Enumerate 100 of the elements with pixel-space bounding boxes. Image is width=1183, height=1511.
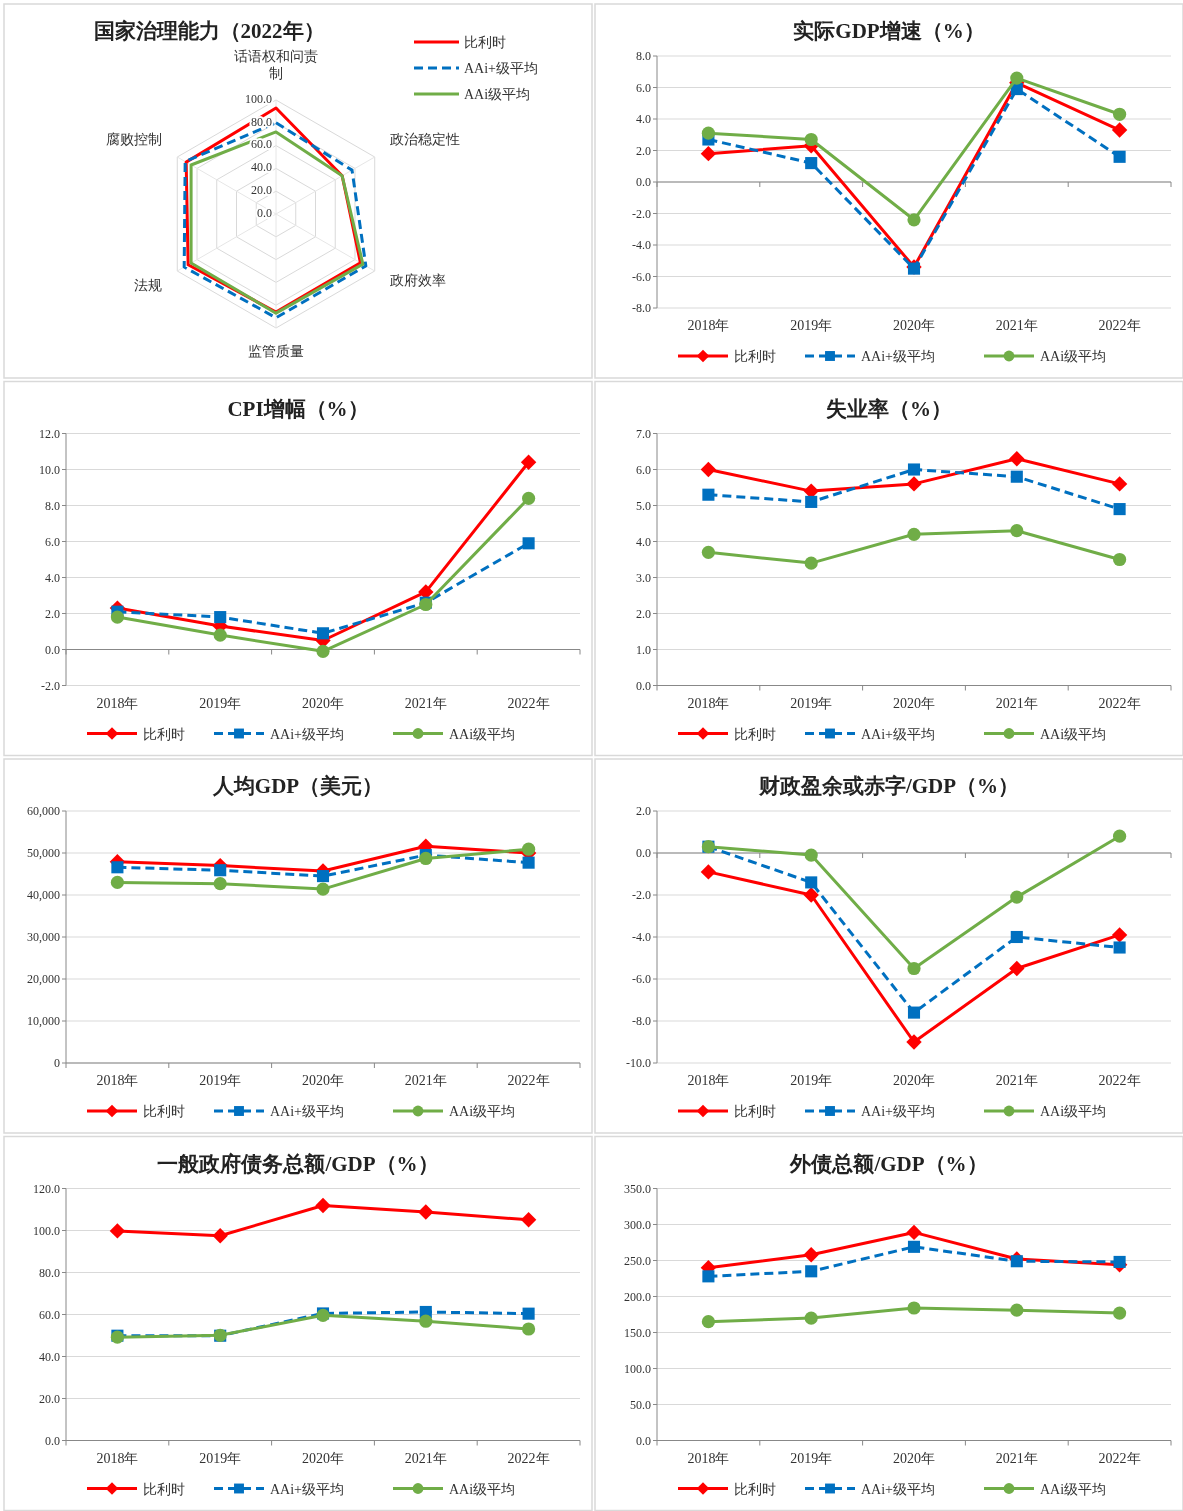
x-tick-label: 2019年 — [199, 695, 242, 711]
y-tick-label: 200.0 — [624, 1289, 651, 1304]
point — [701, 1315, 715, 1329]
legend-label: AAi+级平均 — [861, 1104, 936, 1119]
x-tick-label: 2020年 — [893, 695, 935, 711]
point — [702, 1270, 715, 1283]
x-tick-label: 2020年 — [893, 318, 935, 333]
point — [1010, 890, 1024, 904]
y-tick-label: 50.0 — [630, 1397, 651, 1412]
spoke-label: 话语权和问责制 — [234, 49, 318, 81]
point — [907, 527, 921, 541]
legend-label: 比利时 — [464, 35, 506, 50]
chart-title: 外债总额/GDP（%） — [789, 1151, 988, 1176]
point — [907, 1301, 921, 1315]
y-tick-label: 8.0 — [45, 498, 60, 513]
point — [702, 488, 715, 501]
x-tick-label: 2022年 — [1098, 318, 1141, 333]
y-tick-label: 3.0 — [636, 570, 651, 585]
x-tick-label: 2020年 — [302, 1450, 344, 1466]
point — [419, 1314, 433, 1328]
point — [804, 1311, 818, 1325]
legend-label: AAi级平均 — [449, 1481, 516, 1497]
point — [214, 611, 227, 624]
point — [1113, 829, 1127, 843]
y-tick-label: -4.0 — [632, 238, 651, 252]
point — [805, 157, 818, 170]
y-tick-label: 12.0 — [39, 426, 60, 441]
x-tick-label: 2018年 — [687, 1450, 730, 1466]
point — [316, 627, 330, 640]
point — [1113, 1255, 1126, 1268]
point — [907, 463, 921, 476]
legend-label: AAi+级平均 — [861, 726, 936, 742]
x-tick-label: 2022年 — [507, 695, 550, 711]
x-tick-label: 2019年 — [790, 1450, 833, 1466]
chart-title: 国家治理能力（2022年） — [93, 19, 325, 43]
y-tick-label: 300.0 — [624, 1217, 651, 1232]
y-tick-label: 60.0 — [251, 137, 272, 152]
x-tick-label: 2022年 — [507, 1450, 550, 1466]
x-tick-label: 2020年 — [893, 1450, 935, 1466]
point — [419, 851, 433, 866]
y-tick-label: -10.0 — [626, 1056, 651, 1070]
point — [1113, 941, 1126, 954]
legend-label: 比利时 — [143, 1104, 185, 1119]
y-tick-label: -2.0 — [632, 206, 651, 221]
y-tick-label: 0 — [54, 1056, 60, 1070]
y-tick-label: -8.0 — [632, 301, 651, 315]
point — [1009, 451, 1025, 467]
point — [907, 213, 921, 227]
legend-label: AAi级平均 — [1040, 349, 1107, 364]
y-tick-label: 40,000 — [27, 888, 60, 902]
legend-label: 比利时 — [734, 1481, 776, 1497]
spoke-label: 政府效率 — [390, 273, 447, 288]
x-tick-label: 2021年 — [995, 695, 1038, 711]
legend-label: AAi级平均 — [464, 87, 531, 102]
x-tick-label: 2018年 — [687, 695, 730, 711]
x-tick-label: 2022年 — [1098, 1450, 1141, 1466]
point — [522, 856, 535, 869]
point — [520, 454, 537, 470]
y-tick-label: 10.0 — [39, 462, 60, 477]
x-tick-label: 2020年 — [893, 1073, 935, 1088]
legend-label: 比利时 — [734, 349, 776, 364]
y-tick-label: 1.0 — [636, 642, 651, 657]
point — [214, 864, 227, 877]
y-tick-label: 4.0 — [45, 570, 60, 585]
y-tick-label: 0.0 — [45, 642, 60, 657]
y-tick-label: 6.0 — [636, 462, 651, 477]
y-tick-label: 2.0 — [45, 606, 60, 621]
point — [522, 842, 536, 856]
y-tick-label: 0.0 — [636, 1433, 651, 1448]
x-tick-label: 2018年 — [687, 1073, 730, 1088]
point — [111, 861, 124, 874]
y-tick-label: 60.0 — [39, 1307, 60, 1322]
y-tick-label: 100.0 — [624, 1361, 651, 1376]
legend-label: 比利时 — [143, 1481, 185, 1497]
y-tick-label: 40.0 — [251, 160, 272, 175]
y-tick-label: -6.0 — [632, 269, 651, 284]
y-tick-label: 20,000 — [27, 972, 60, 986]
y-tick-label: 100.0 — [33, 1223, 60, 1238]
x-tick-label: 2018年 — [687, 318, 730, 333]
chart-title: 实际GDP增速（%） — [793, 19, 985, 43]
y-tick-label: 4.0 — [636, 112, 651, 126]
spoke-label: 监管质量 — [248, 344, 304, 359]
y-tick-label: -2.0 — [41, 678, 60, 693]
legend-label: AAi+级平均 — [270, 726, 345, 742]
point — [804, 848, 818, 862]
legend-label: 比利时 — [734, 1104, 776, 1119]
point — [1010, 930, 1023, 944]
y-tick-label: 4.0 — [636, 534, 651, 549]
y-tick-label: 50,000 — [27, 846, 60, 860]
y-tick-label: 0.0 — [636, 175, 651, 189]
chart-title: 财政盈余或赤字/GDP（%） — [757, 774, 1020, 798]
point — [212, 1228, 228, 1244]
x-tick-label: 2021年 — [995, 1073, 1038, 1088]
y-tick-label: 2.0 — [636, 804, 651, 818]
legend-label: AAi+级平均 — [861, 1481, 936, 1497]
point — [700, 145, 717, 162]
y-tick-label: 60,000 — [27, 804, 60, 818]
legend-label: 比利时 — [143, 726, 185, 742]
legend-label: AAi级平均 — [1040, 1481, 1107, 1497]
chart-title: CPI增幅（%） — [227, 396, 369, 421]
